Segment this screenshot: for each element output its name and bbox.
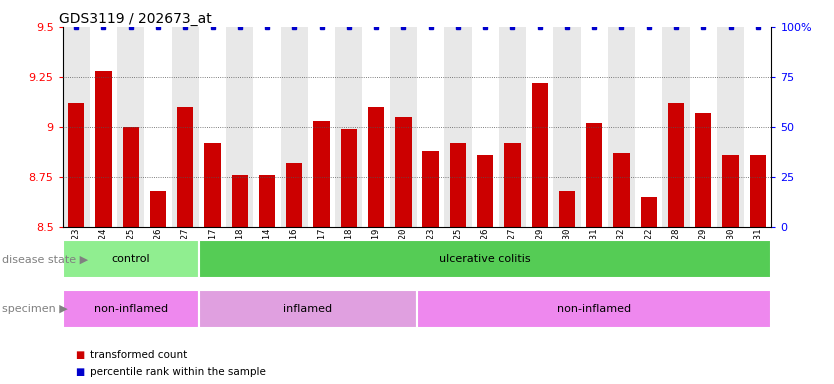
- Bar: [63, 240, 198, 278]
- Bar: [281, 27, 308, 227]
- Bar: [559, 190, 575, 227]
- Bar: [198, 27, 226, 227]
- Text: inflamed: inflamed: [284, 304, 333, 314]
- Bar: [395, 117, 411, 227]
- Bar: [335, 27, 363, 227]
- Bar: [204, 143, 221, 227]
- Bar: [662, 27, 690, 227]
- Bar: [608, 27, 636, 227]
- Bar: [580, 27, 608, 227]
- Bar: [389, 27, 417, 227]
- Bar: [690, 27, 717, 227]
- Bar: [423, 151, 439, 227]
- Text: ■: ■: [75, 367, 84, 377]
- Bar: [499, 27, 526, 227]
- Bar: [477, 155, 494, 227]
- Bar: [505, 143, 520, 227]
- Text: percentile rank within the sample: percentile rank within the sample: [90, 367, 266, 377]
- Text: ■: ■: [75, 350, 84, 360]
- Bar: [254, 27, 281, 227]
- Bar: [232, 175, 248, 227]
- Bar: [586, 123, 602, 227]
- Bar: [117, 27, 144, 227]
- Bar: [471, 27, 499, 227]
- Bar: [668, 103, 684, 227]
- Bar: [308, 27, 335, 227]
- Bar: [286, 163, 303, 227]
- Bar: [553, 27, 580, 227]
- Bar: [68, 103, 84, 227]
- Text: ulcerative colitis: ulcerative colitis: [440, 254, 531, 264]
- Text: non-inflamed: non-inflamed: [557, 304, 631, 314]
- Bar: [750, 155, 766, 227]
- Bar: [526, 27, 553, 227]
- Text: non-inflamed: non-inflamed: [93, 304, 168, 314]
- Bar: [63, 290, 198, 328]
- Bar: [259, 175, 275, 227]
- Bar: [144, 27, 172, 227]
- Bar: [695, 113, 711, 227]
- Text: disease state ▶: disease state ▶: [2, 254, 88, 264]
- Bar: [531, 83, 548, 227]
- Bar: [314, 121, 329, 227]
- Text: specimen ▶: specimen ▶: [2, 304, 68, 314]
- Bar: [226, 27, 254, 227]
- Bar: [445, 27, 471, 227]
- Bar: [363, 27, 389, 227]
- Bar: [95, 71, 112, 227]
- Bar: [198, 240, 771, 278]
- Bar: [123, 127, 139, 227]
- Bar: [90, 27, 117, 227]
- Bar: [368, 107, 384, 227]
- Bar: [172, 27, 198, 227]
- Bar: [63, 27, 90, 227]
- Bar: [641, 197, 657, 227]
- Bar: [340, 129, 357, 227]
- Bar: [198, 290, 417, 328]
- Bar: [417, 290, 771, 328]
- Bar: [150, 190, 166, 227]
- Bar: [177, 107, 193, 227]
- Bar: [613, 153, 630, 227]
- Bar: [450, 143, 466, 227]
- Bar: [717, 27, 744, 227]
- Text: GDS3119 / 202673_at: GDS3119 / 202673_at: [59, 12, 212, 26]
- Bar: [636, 27, 662, 227]
- Text: transformed count: transformed count: [90, 350, 188, 360]
- Bar: [417, 27, 445, 227]
- Text: control: control: [112, 254, 150, 264]
- Bar: [744, 27, 771, 227]
- Bar: [722, 155, 739, 227]
